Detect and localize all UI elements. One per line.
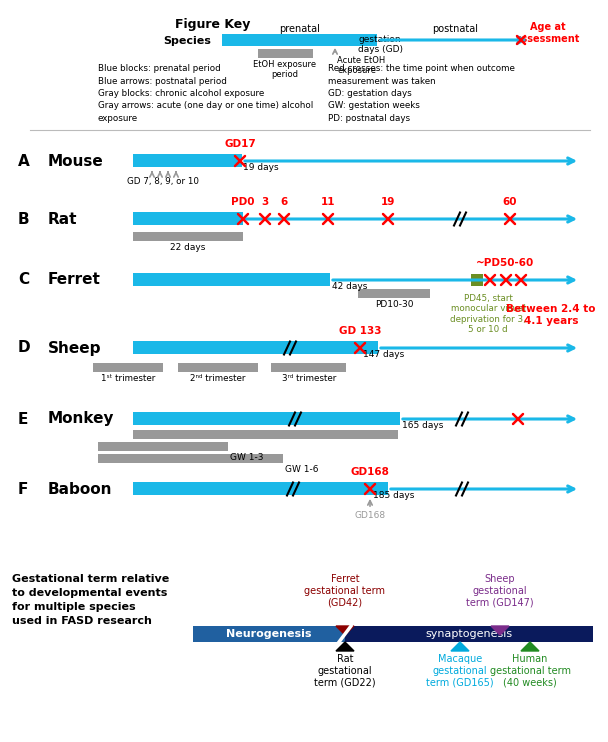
Bar bbox=[133, 341, 378, 354]
Bar bbox=[471, 274, 483, 286]
Text: 2ⁿᵈ trimester: 2ⁿᵈ trimester bbox=[190, 374, 246, 383]
Text: Between 2.4 to
4.1 years: Between 2.4 to 4.1 years bbox=[506, 304, 596, 326]
Text: Rat
gestational
term (GD22): Rat gestational term (GD22) bbox=[314, 654, 376, 687]
Text: postnatal: postnatal bbox=[432, 24, 478, 34]
Text: Neurogenesis: Neurogenesis bbox=[226, 629, 312, 639]
Text: Gestational term relative
to developmental events
for multiple species
used in F: Gestational term relative to development… bbox=[12, 574, 169, 626]
Text: 22 days: 22 days bbox=[170, 243, 206, 252]
Bar bbox=[133, 482, 388, 495]
Text: B: B bbox=[18, 211, 30, 226]
Text: 19 days: 19 days bbox=[243, 163, 278, 172]
Text: PD45, start
monocular visual
deprivation for 3,
5 or 10 d: PD45, start monocular visual deprivation… bbox=[450, 294, 526, 334]
Text: gestation
days (GD): gestation days (GD) bbox=[358, 35, 402, 54]
Text: D: D bbox=[18, 341, 30, 355]
Polygon shape bbox=[336, 642, 354, 651]
Text: 1ˢᵗ trimester: 1ˢᵗ trimester bbox=[101, 374, 155, 383]
Text: Blue blocks: prenatal period
Blue arrows: postnatal period
Gray blocks: chronic : Blue blocks: prenatal period Blue arrows… bbox=[98, 64, 313, 123]
Text: Sheep
gestational
term (GD147): Sheep gestational term (GD147) bbox=[466, 574, 534, 607]
Bar bbox=[222, 34, 377, 46]
Polygon shape bbox=[491, 626, 509, 635]
Text: Sheep: Sheep bbox=[48, 341, 102, 355]
Bar bbox=[358, 289, 430, 298]
Text: 19: 19 bbox=[381, 197, 395, 207]
Text: PD10-30: PD10-30 bbox=[375, 300, 413, 309]
Bar bbox=[98, 454, 283, 463]
Polygon shape bbox=[521, 642, 539, 651]
Text: GD 7, 8, 9, or 10: GD 7, 8, 9, or 10 bbox=[127, 177, 199, 186]
Polygon shape bbox=[451, 642, 469, 651]
Text: synaptogenesis: synaptogenesis bbox=[426, 629, 513, 639]
Text: Red crosses: the time point when outcome
measurement was taken
GD: gestation day: Red crosses: the time point when outcome… bbox=[328, 64, 515, 123]
Text: Rat: Rat bbox=[48, 211, 77, 226]
Text: Mouse: Mouse bbox=[48, 154, 104, 168]
Polygon shape bbox=[336, 626, 354, 635]
Text: E: E bbox=[18, 412, 29, 427]
Bar bbox=[133, 430, 398, 439]
Bar bbox=[178, 363, 258, 372]
Text: 3ʳᵈ trimester: 3ʳᵈ trimester bbox=[282, 374, 336, 383]
Text: prenatal: prenatal bbox=[280, 24, 320, 34]
Text: GW 1-6: GW 1-6 bbox=[285, 465, 319, 474]
Text: 42 days: 42 days bbox=[332, 282, 367, 291]
Text: A: A bbox=[18, 154, 30, 168]
Bar bbox=[133, 232, 243, 241]
Text: F: F bbox=[18, 482, 29, 496]
Text: GD168: GD168 bbox=[351, 467, 390, 477]
Text: Species: Species bbox=[163, 36, 211, 46]
Bar bbox=[133, 412, 400, 425]
Text: EtOH exposure
period: EtOH exposure period bbox=[254, 60, 317, 79]
Text: Baboon: Baboon bbox=[48, 482, 112, 496]
Bar bbox=[345, 626, 593, 642]
Text: Monkey: Monkey bbox=[48, 412, 114, 427]
Text: C: C bbox=[18, 272, 29, 287]
Text: Ferret
gestational term
(GD42): Ferret gestational term (GD42) bbox=[305, 574, 385, 607]
Text: Age at
assessment: Age at assessment bbox=[516, 22, 580, 44]
Bar bbox=[133, 212, 243, 225]
Text: 3: 3 bbox=[261, 197, 269, 207]
Text: Ferret: Ferret bbox=[48, 272, 101, 287]
Text: Human
gestational term
(40 weeks): Human gestational term (40 weeks) bbox=[489, 654, 570, 687]
Text: Acute EtOH
exposure: Acute EtOH exposure bbox=[337, 56, 385, 76]
Text: 185 days: 185 days bbox=[373, 491, 415, 500]
Text: 6: 6 bbox=[280, 197, 288, 207]
Text: 165 days: 165 days bbox=[402, 421, 443, 430]
Text: GD17: GD17 bbox=[224, 139, 256, 149]
Text: Figure Key: Figure Key bbox=[175, 18, 250, 31]
Bar bbox=[258, 49, 313, 58]
Text: GD 133: GD 133 bbox=[339, 326, 381, 336]
Bar bbox=[133, 154, 242, 167]
Text: GW 1-3: GW 1-3 bbox=[230, 453, 263, 462]
Bar bbox=[93, 363, 163, 372]
Text: 147 days: 147 days bbox=[363, 350, 404, 359]
Bar bbox=[271, 363, 346, 372]
Bar bbox=[98, 442, 228, 451]
Text: 11: 11 bbox=[321, 197, 335, 207]
Bar bbox=[193, 626, 345, 642]
Text: ~PD50-60: ~PD50-60 bbox=[476, 258, 534, 268]
Text: Macaque
gestational
term (GD165): Macaque gestational term (GD165) bbox=[426, 654, 494, 687]
Text: 60: 60 bbox=[503, 197, 517, 207]
Bar bbox=[133, 273, 330, 286]
Text: PD0: PD0 bbox=[231, 197, 255, 207]
Text: GD168: GD168 bbox=[354, 511, 385, 520]
